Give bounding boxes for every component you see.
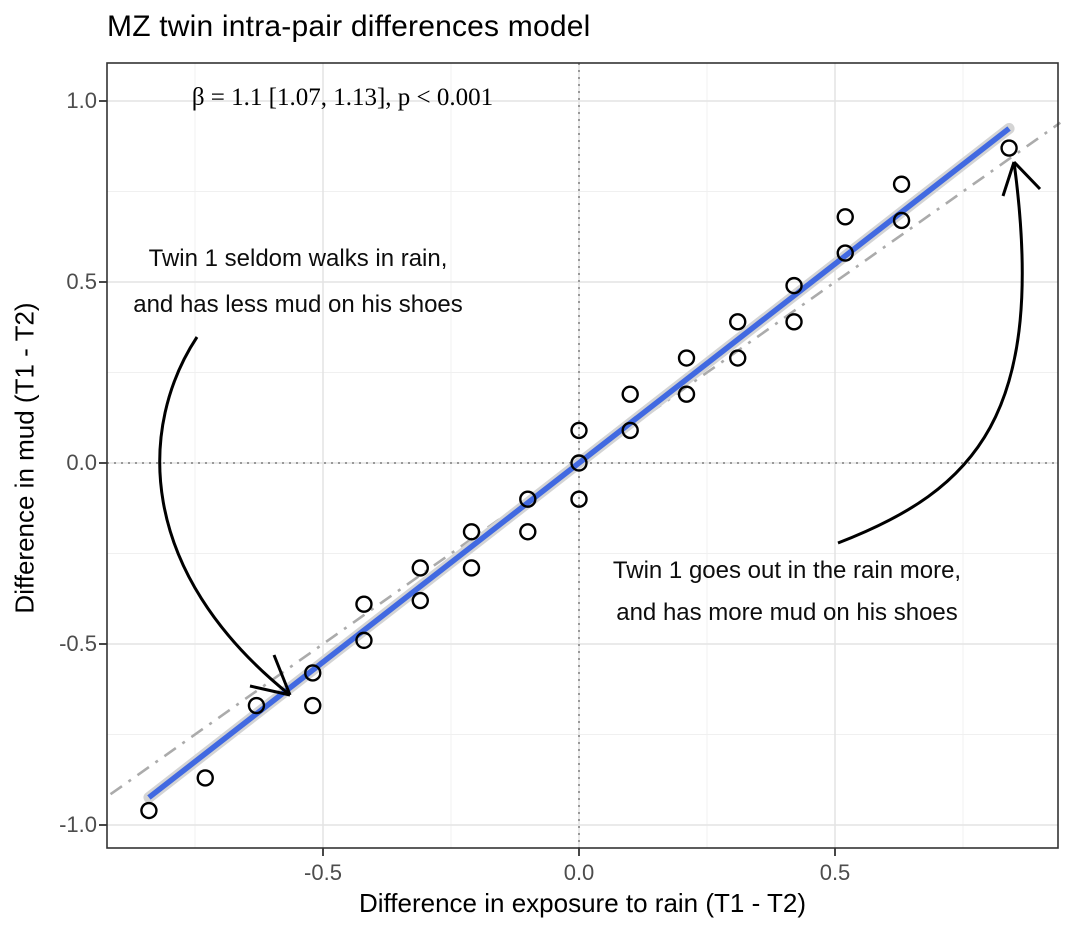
data-point	[196, 769, 214, 787]
y-tick-label: 0.5	[66, 269, 97, 294]
data-point	[729, 349, 747, 367]
data-point	[892, 175, 911, 193]
chart-title: MZ twin intra-pair differences model	[107, 10, 591, 43]
data-point	[677, 349, 696, 367]
left-arrowhead-icon	[249, 654, 292, 697]
data-point	[677, 385, 696, 403]
data-point	[247, 696, 266, 715]
data-point	[304, 696, 322, 715]
x-tick-label: 0.0	[563, 860, 595, 885]
identity-line	[109, 121, 1062, 796]
data-point	[621, 421, 639, 440]
y-tick-label: 0.0	[66, 450, 97, 475]
regression-line	[147, 126, 1011, 800]
data-point	[462, 523, 481, 541]
left-annotation-arrow	[158, 336, 291, 697]
data-point	[729, 313, 747, 331]
x-tick-label: 0.5	[819, 860, 851, 885]
data-point	[304, 664, 322, 682]
data-point	[1000, 139, 1018, 157]
data-point	[621, 385, 639, 403]
data-point	[570, 421, 588, 440]
data-point	[785, 313, 803, 331]
data-point	[355, 631, 373, 650]
data-point	[836, 244, 854, 262]
data-point	[140, 801, 158, 820]
data-point	[785, 276, 803, 295]
data-point	[462, 559, 481, 577]
data-point	[892, 211, 911, 230]
annotation-left: Twin 1 seldom walks in rain, and has les…	[108, 236, 488, 328]
data-point	[570, 490, 588, 508]
annotation-right-line2: and has more mud on his shoes	[616, 599, 958, 626]
x-axis-label: Difference in exposure to rain (T1 - T2)	[358, 888, 806, 918]
data-point	[519, 523, 537, 541]
right-arrowhead-icon	[1001, 160, 1042, 197]
right-annotation-arrow	[837, 161, 1024, 545]
regression-stats-label: β = 1.1 [1.07, 1.13], p < 0.001	[191, 84, 494, 111]
scatter-points	[140, 139, 1018, 820]
panel-border	[106, 62, 1059, 849]
annotation-left-line1: Twin 1 seldom walks in rain,	[148, 245, 448, 272]
y-tick-label: -1.0	[59, 812, 97, 837]
annotation-left-line2: and has less mud on his shoes	[133, 291, 463, 318]
data-point	[519, 490, 537, 508]
x-tick-label: -0.5	[304, 860, 342, 885]
y-tick-label: 1.0	[66, 88, 97, 113]
data-point	[355, 595, 373, 613]
annotation-right-line1: Twin 1 goes out in the rain more,	[612, 557, 962, 584]
data-point	[570, 454, 588, 472]
data-point	[836, 208, 854, 226]
annotation-right: Twin 1 goes out in the rain more, and ha…	[553, 550, 1021, 634]
data-point	[411, 559, 429, 577]
data-point	[411, 591, 429, 610]
y-tick-label: -0.5	[59, 631, 97, 656]
